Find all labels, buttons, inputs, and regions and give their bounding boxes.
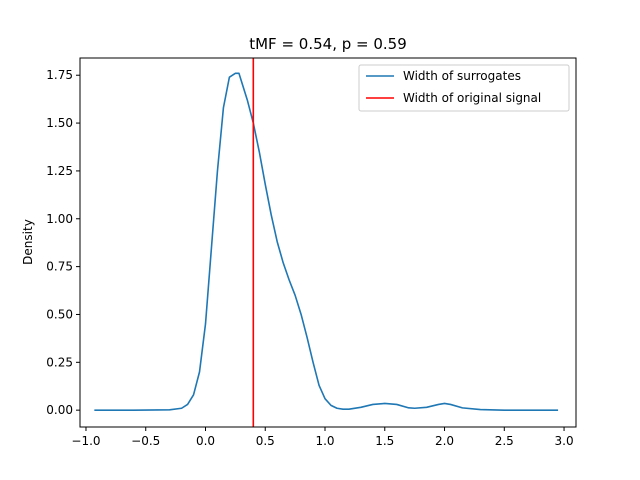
x-axis: −1.0 −0.5 0.0 0.5 1.0 1.5 2.0 2.5 3.0	[71, 427, 574, 448]
x-tick-label: 0.5	[256, 434, 275, 448]
plot-area	[94, 58, 559, 427]
x-tick-label: −1.0	[71, 434, 100, 448]
legend-box	[358, 64, 570, 112]
chart-title: tMF = 0.54, p = 0.59	[249, 35, 407, 53]
axes-frame	[79, 57, 577, 428]
x-tick-label: 2.0	[435, 434, 454, 448]
y-tick-label: 1.75	[46, 68, 73, 82]
series-line-surrogates	[94, 72, 559, 411]
y-axis: 0.00 0.25 0.50 0.75 1.00 1.25 1.50 1.75	[46, 68, 80, 417]
x-tick-label: 0.0	[196, 434, 215, 448]
y-tick-label: 1.00	[46, 212, 73, 226]
y-tick-label: 1.25	[46, 164, 73, 178]
x-tick-label: 1.0	[315, 434, 334, 448]
x-tick-label: 1.5	[375, 434, 394, 448]
legend-label: Width of original signal	[403, 91, 541, 105]
y-tick-label: 0.75	[46, 260, 73, 274]
y-tick-label: 1.50	[46, 116, 73, 130]
y-tick-label: 0.25	[46, 355, 73, 369]
x-tick-label: 3.0	[555, 434, 574, 448]
legend-label: Width of surrogates	[403, 69, 521, 83]
legend: Width of surrogates Width of original sig…	[358, 64, 570, 112]
y-tick-label: 0.00	[46, 403, 73, 417]
x-tick-label: −0.5	[131, 434, 160, 448]
x-tick-label: 2.5	[495, 434, 514, 448]
y-axis-label: Density	[21, 219, 35, 265]
y-tick-label: 0.50	[46, 307, 73, 321]
